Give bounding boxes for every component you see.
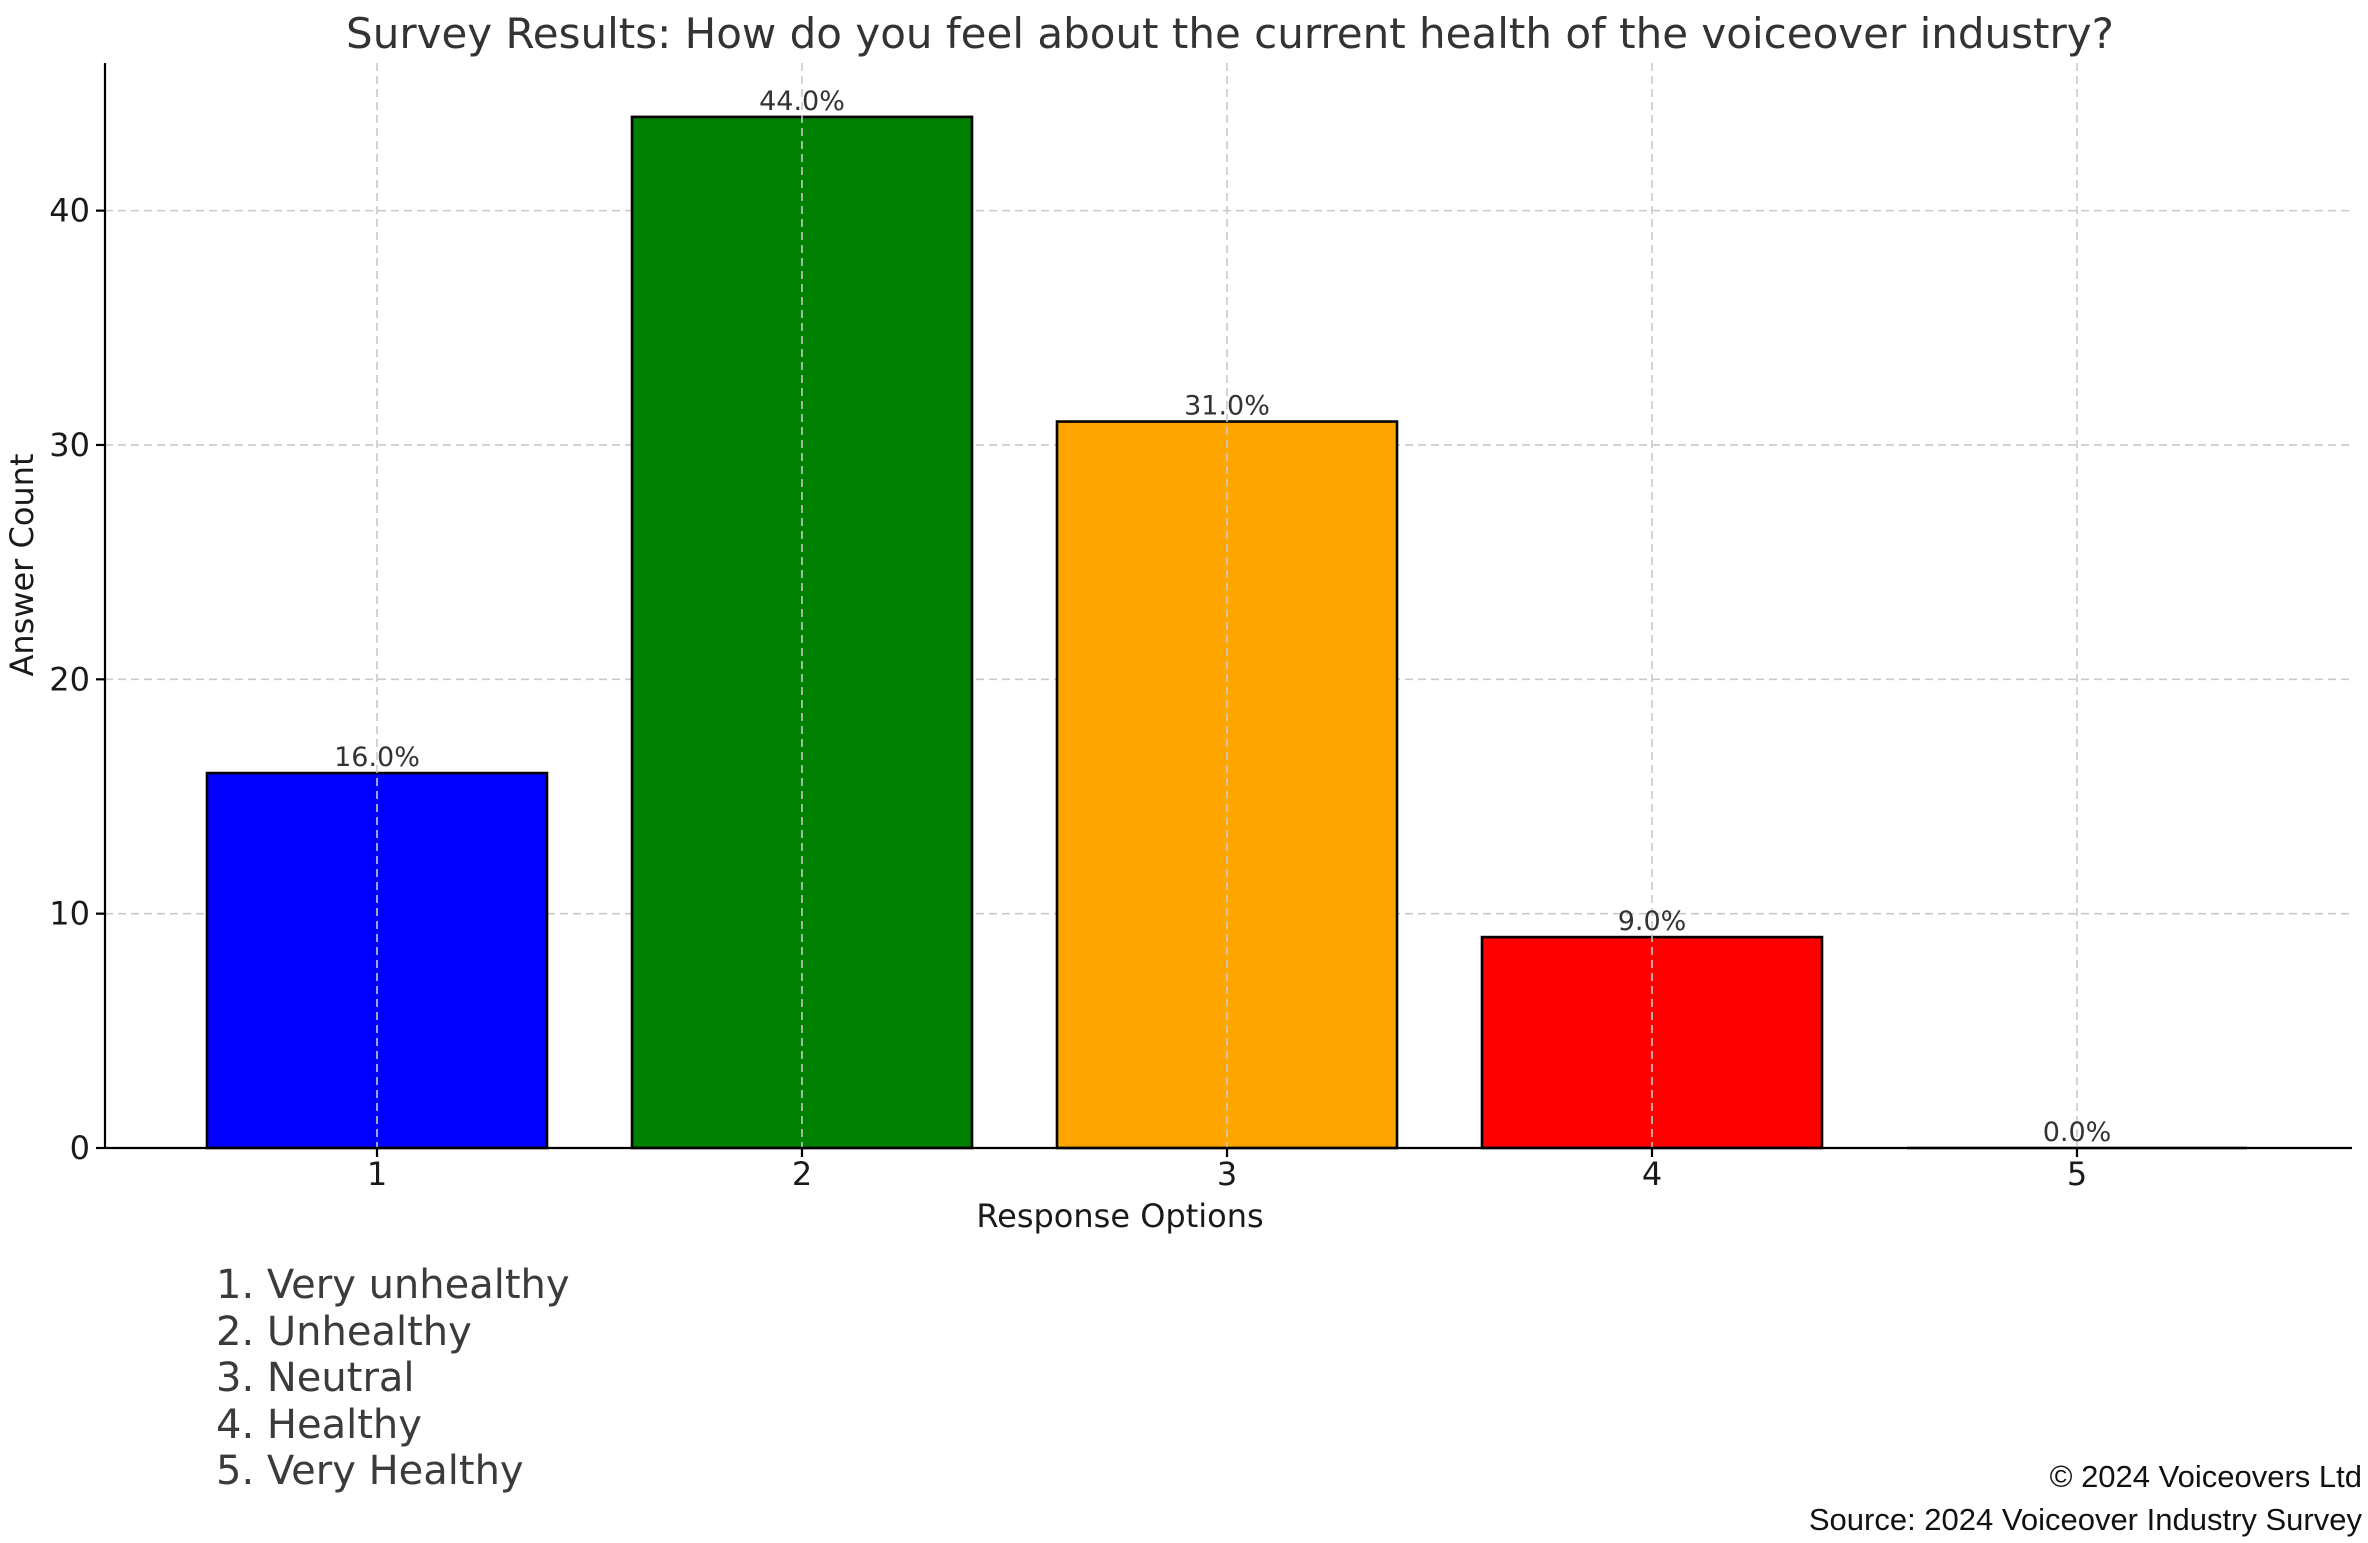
data-label: 0.0% [2043, 1117, 2112, 1148]
y-tick-label: 30 [49, 426, 90, 464]
chart-title: Survey Results: How do you feel about th… [346, 9, 2114, 58]
data-label: 16.0% [334, 742, 420, 773]
legend-item: 2. Unhealthy [216, 1308, 472, 1355]
x-tick-label: 4 [1642, 1155, 1662, 1193]
footer: © 2024 Voiceovers Ltd Source: 2024 Voice… [1809, 1455, 2362, 1541]
data-label: 9.0% [1618, 906, 1687, 937]
data-label: 31.0% [1184, 391, 1270, 422]
data-label: 44.0% [759, 86, 845, 117]
x-tick-label: 1 [367, 1155, 387, 1193]
y-axis-label: Answer Count [3, 453, 41, 676]
legend-item: 1. Very unhealthy [216, 1262, 570, 1308]
source-text: Source: 2024 Voiceover Industry Survey [1808, 1502, 2362, 1537]
legend-item: 3. Neutral [216, 1355, 415, 1401]
x-tick-label: 2 [792, 1155, 812, 1193]
y-tick-label: 20 [49, 660, 90, 698]
x-tick-label: 3 [1217, 1155, 1237, 1193]
copyright-text: © 2024 Voiceovers Ltd [2049, 1459, 2362, 1494]
axes [96, 63, 2352, 1157]
bars [205, 63, 2247, 1150]
response-legend: 1. Very unhealthy 2. Unhealthy 3. Neutra… [216, 1262, 570, 1495]
x-tick-label: 5 [2067, 1155, 2087, 1193]
legend-item: 4. Healthy [216, 1401, 422, 1448]
legend-item: 5. Very Healthy [216, 1448, 524, 1494]
y-tick-label: 0 [70, 1129, 90, 1167]
labels: 0 10 20 30 40 1 2 3 4 5 16.0% 44.0% 31.0% 9.0% 0.0% [49, 86, 2111, 1193]
y-tick-label: 40 [49, 192, 90, 230]
x-axis-label: Response Options [976, 1197, 1263, 1235]
y-tick-label: 10 [49, 895, 90, 933]
